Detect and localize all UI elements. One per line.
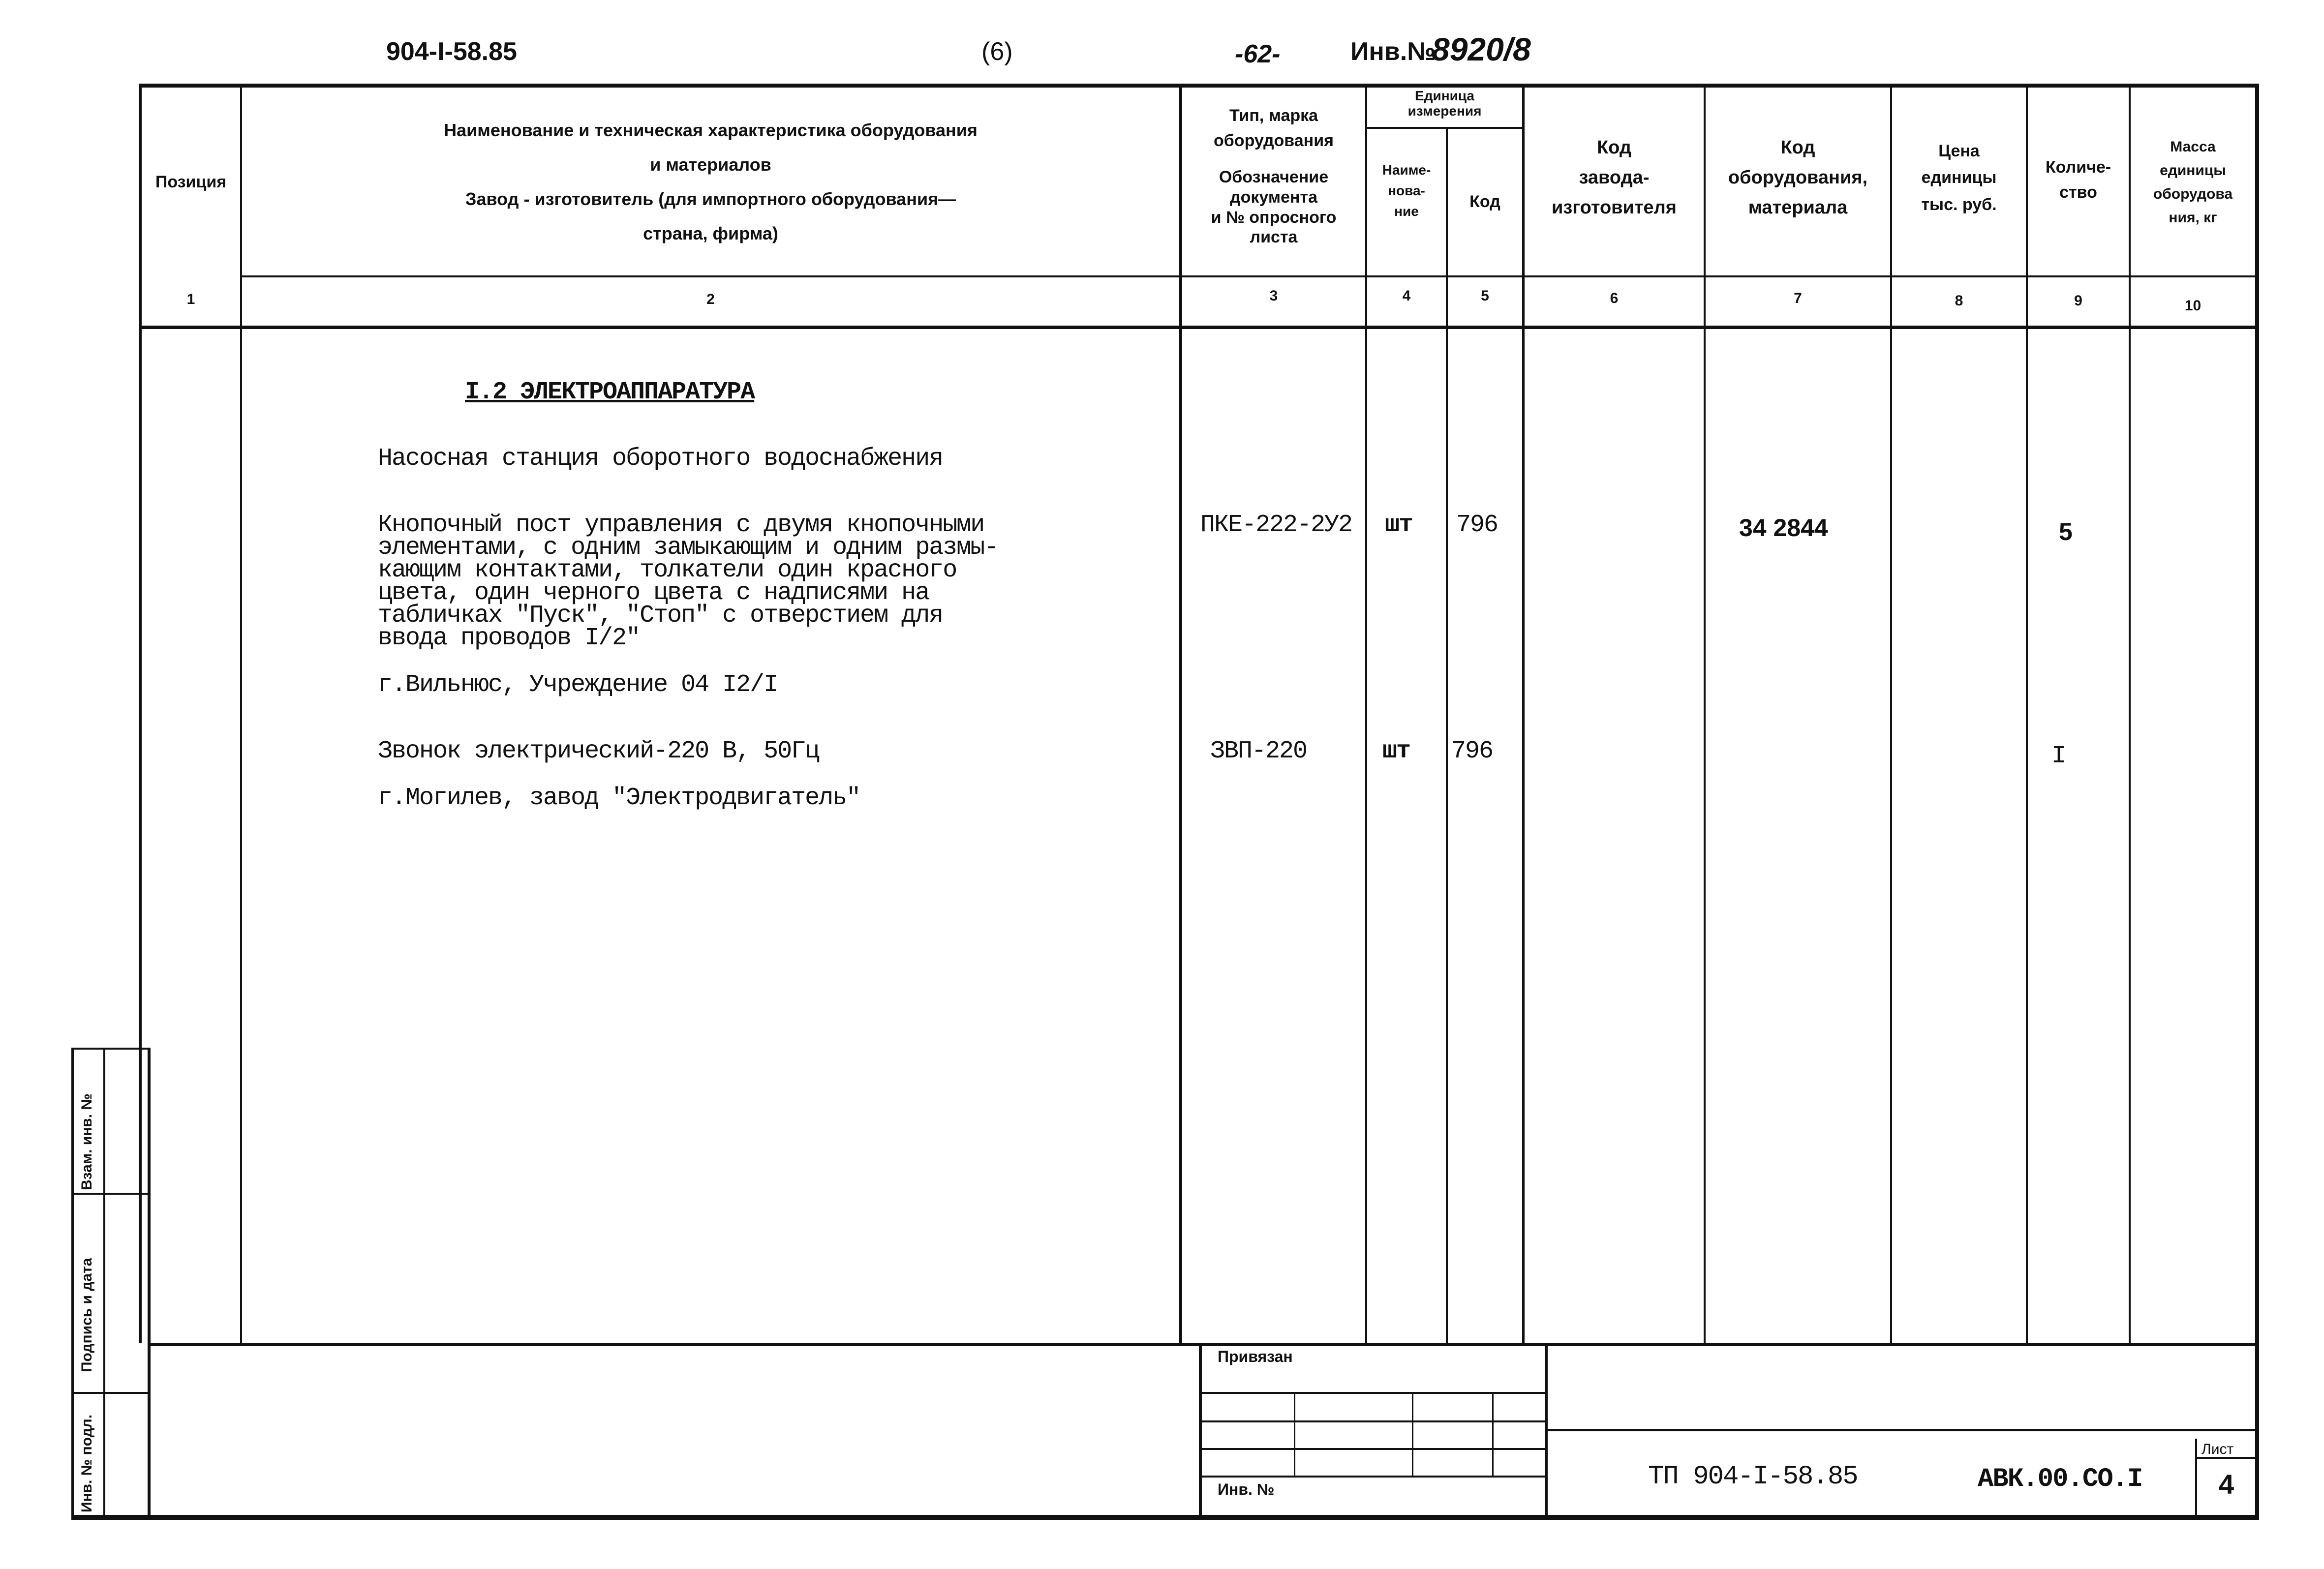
header-unit: Единица измерения bbox=[1407, 88, 1482, 119]
stamp-line bbox=[1202, 1476, 1545, 1478]
header-position: Позиция bbox=[155, 173, 227, 191]
frame-top bbox=[139, 84, 2259, 88]
header-type: Тип, марка оборудования bbox=[1214, 106, 1334, 150]
item-2-type: ЗВП-220 bbox=[1210, 737, 1308, 765]
header-qty: Количе- ство bbox=[2045, 158, 2111, 202]
item-1-equipment-code: 34 2844 bbox=[1739, 514, 1828, 542]
header-equipment-code: Код оборудования, материала bbox=[1728, 137, 1868, 218]
col-number: 8 bbox=[1955, 293, 1963, 309]
stamp-line bbox=[1294, 1392, 1295, 1476]
col-number: 9 bbox=[2074, 293, 2082, 309]
stamp-project: ТП 904-I-58.85 bbox=[1648, 1462, 1859, 1492]
side-line bbox=[71, 1392, 149, 1394]
stamp-line bbox=[1548, 1429, 2255, 1431]
stamp-privyazan: Привязан bbox=[1218, 1348, 1293, 1365]
sheet-paren: (6) bbox=[981, 37, 1013, 66]
item-2-unit: шт bbox=[1382, 737, 1411, 765]
col-line bbox=[1365, 84, 1367, 1343]
stamp-line bbox=[1202, 1448, 1545, 1450]
col-number: 6 bbox=[1610, 290, 1619, 306]
frame-bottom bbox=[71, 1515, 2259, 1520]
col-number: 1 bbox=[186, 291, 195, 307]
col-number: 4 bbox=[1402, 288, 1411, 304]
side-vzam: Взам. инв. № bbox=[79, 1093, 95, 1190]
stamp-inv-no: Инв. № bbox=[1218, 1480, 1275, 1498]
item-1-type: ПКЕ-222-2У2 bbox=[1200, 511, 1353, 539]
header-divider bbox=[240, 275, 2255, 277]
side-podpis: Подпись и дата bbox=[79, 1258, 95, 1372]
header-document: Обозначение документа и № опросного лист… bbox=[1211, 168, 1337, 247]
side-inv-podl: Инв. № подл. bbox=[79, 1414, 95, 1512]
col-number: 7 bbox=[1794, 290, 1802, 306]
col-number: 10 bbox=[2184, 298, 2202, 314]
side-line bbox=[103, 1048, 105, 1520]
unit-divider bbox=[1367, 127, 1522, 129]
col-number: 5 bbox=[1481, 288, 1489, 304]
item-1-name: Кнопочный пост управления с двумя кнопоч… bbox=[378, 511, 999, 652]
col-line bbox=[240, 84, 242, 1343]
item-2-qty: I bbox=[2051, 742, 2066, 770]
stamp-line bbox=[2195, 1439, 2197, 1517]
item-2-unit-code: 796 bbox=[1451, 737, 1494, 765]
colnum-divider bbox=[139, 326, 2255, 329]
stamp-line bbox=[1199, 1343, 1202, 1520]
col-line bbox=[2129, 84, 2131, 1343]
inv-label: Инв.№ bbox=[1350, 37, 1436, 66]
section-title: I.2 ЭЛЕКТРОАППАРАТУРА bbox=[465, 378, 755, 406]
header-price: Цена единицы тыс. руб. bbox=[1921, 142, 1997, 214]
side-line bbox=[148, 1048, 151, 1520]
side-line bbox=[71, 1048, 149, 1050]
side-line bbox=[71, 1048, 74, 1520]
frame-left bbox=[139, 84, 142, 1343]
header-maker-code: Код завода- изготовителя bbox=[1552, 137, 1677, 218]
col-line bbox=[1522, 84, 1525, 1343]
col-line bbox=[1446, 128, 1448, 1343]
stamp-sheet-label: Лист bbox=[2202, 1441, 2234, 1457]
section-subtitle: Насосная станция оборотного водоснабжени… bbox=[378, 445, 944, 473]
item-1-maker: г.Вильнюс, Учреждение 04 I2/I bbox=[378, 671, 778, 699]
col-line bbox=[2026, 84, 2028, 1343]
inv-number: 8920/8 bbox=[1432, 31, 1531, 67]
col-number: 2 bbox=[706, 291, 715, 307]
frame-right bbox=[2255, 84, 2259, 1520]
designation-top: 904-I-58.85 bbox=[386, 37, 517, 66]
item-1-qty: 5 bbox=[2059, 518, 2073, 545]
side-line bbox=[71, 1193, 149, 1195]
header-unit-name: Наиме- нова- ние bbox=[1382, 162, 1431, 219]
stamp-line bbox=[1202, 1392, 1545, 1394]
stamp-line bbox=[1545, 1343, 1548, 1520]
stamp-line bbox=[2197, 1457, 2255, 1459]
stamp-line bbox=[1492, 1392, 1494, 1476]
footer-top bbox=[149, 1343, 2255, 1346]
stamp-line bbox=[1202, 1420, 1545, 1422]
stamp-code: АВК.00.СО.I bbox=[1978, 1464, 2143, 1494]
col-line bbox=[1179, 84, 1182, 1343]
col-number: 3 bbox=[1269, 288, 1278, 304]
col-line bbox=[1704, 84, 1706, 1343]
header-unit-code: Код bbox=[1469, 192, 1500, 211]
header-name: Наименование и техническая характеристик… bbox=[444, 120, 978, 243]
page-mark: -62- bbox=[1235, 40, 1281, 68]
col-line bbox=[1890, 84, 1892, 1343]
item-2-name: Звонок электрический-220 В, 50Гц bbox=[378, 737, 820, 765]
item-1-unit: шт bbox=[1385, 511, 1413, 539]
item-2-maker: г.Могилев, завод "Электродвигатель" bbox=[378, 784, 861, 812]
stamp-sheet-number: 4 bbox=[2219, 1469, 2234, 1500]
header-mass: Масса единицы оборудова ния, кг bbox=[2153, 139, 2233, 226]
item-1-unit-code: 796 bbox=[1456, 511, 1498, 539]
stamp-line bbox=[1412, 1392, 1413, 1476]
